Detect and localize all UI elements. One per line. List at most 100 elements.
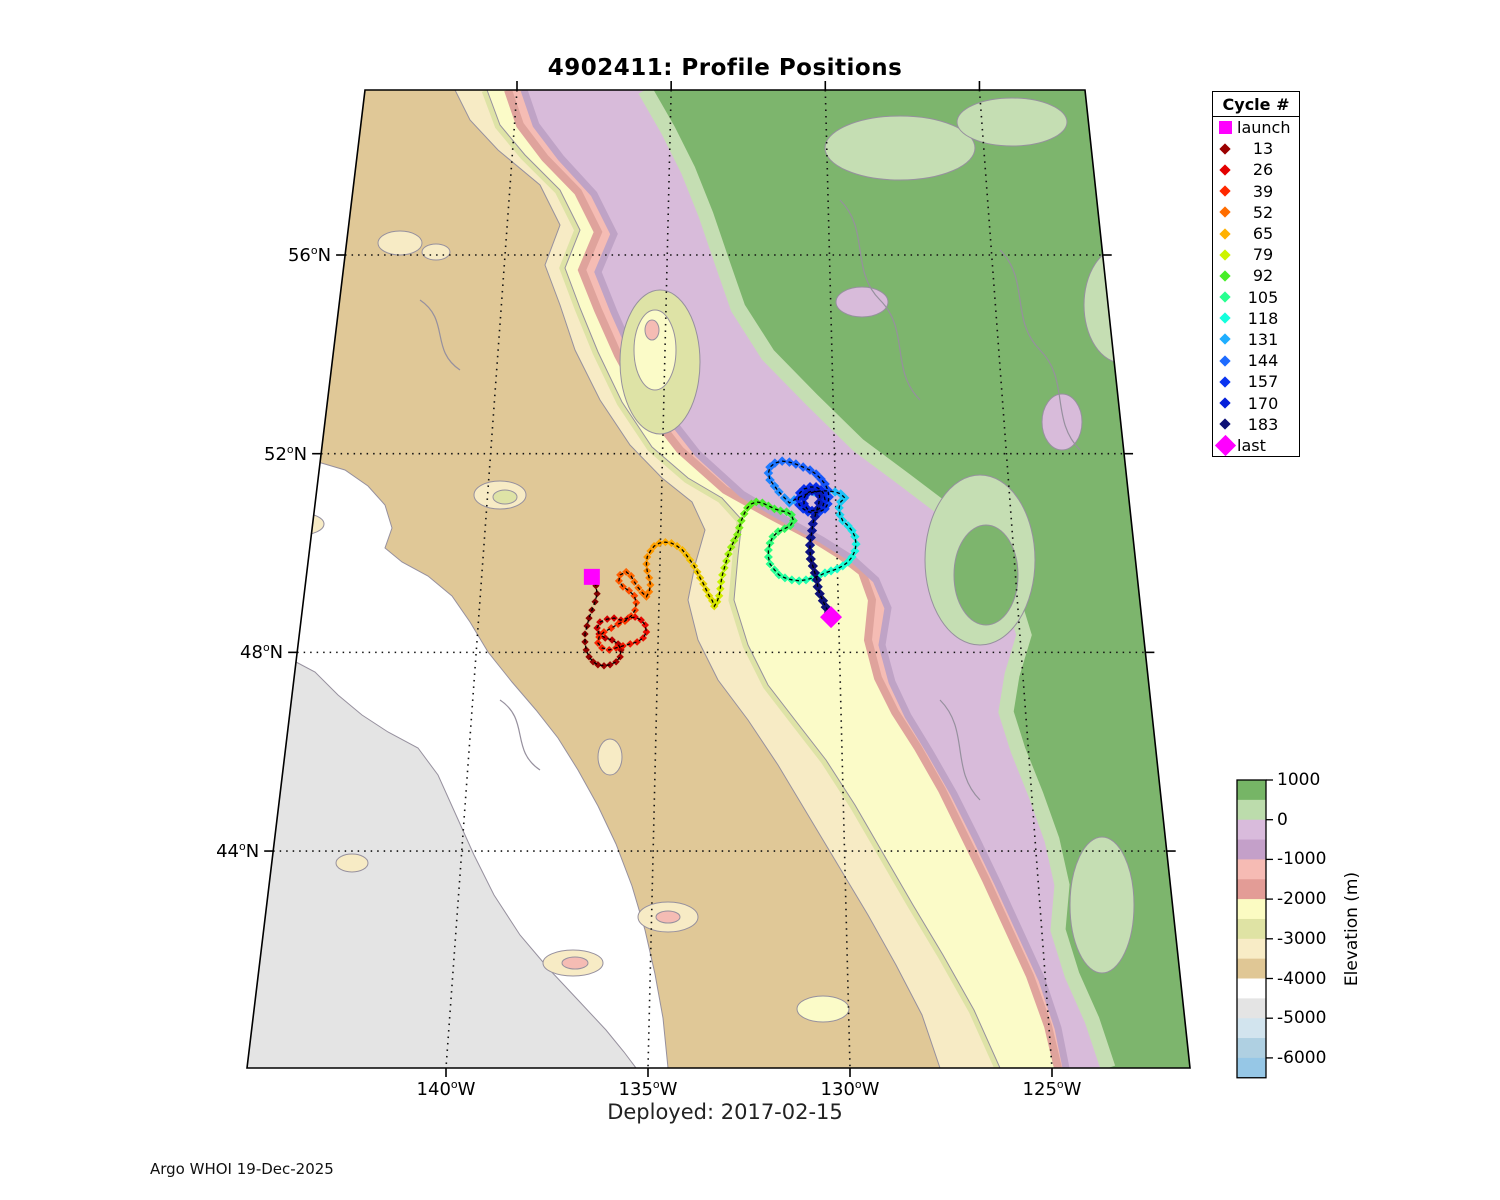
trajectory-line bbox=[584, 460, 857, 667]
profile-marker bbox=[757, 498, 767, 508]
legend-entry-183: 183 bbox=[1213, 414, 1299, 435]
profile-marker bbox=[583, 622, 591, 630]
profile-marker bbox=[822, 485, 833, 495]
legend-label: 105 bbox=[1247, 287, 1279, 307]
profile-marker bbox=[763, 545, 773, 555]
profile-marker bbox=[618, 582, 627, 591]
lat-label: 56oN bbox=[287, 244, 332, 266]
legend-rows: launch 13 26 39 52 65 79 92 105 118 131 144 157 170 18… bbox=[1213, 117, 1299, 457]
legend-label: 13 bbox=[1252, 139, 1274, 159]
legend-label: 131 bbox=[1247, 329, 1279, 349]
lon-label: 140oW bbox=[416, 1078, 476, 1100]
patch bbox=[956, 97, 1068, 147]
legend-label: last bbox=[1237, 435, 1266, 455]
profile-marker bbox=[847, 552, 857, 562]
lat-label: 52oN bbox=[264, 442, 308, 465]
legend-entry-144: 144 bbox=[1213, 350, 1299, 371]
patch bbox=[1083, 246, 1161, 364]
legend-entry-79: 79 bbox=[1213, 244, 1299, 265]
colorbar-tick-label: -6000 bbox=[1277, 1047, 1327, 1068]
diamond-icon bbox=[1213, 397, 1237, 409]
legend-entry-last: last bbox=[1213, 434, 1299, 457]
profile-marker bbox=[804, 539, 816, 551]
profile-marker bbox=[735, 523, 744, 533]
colorbar-tick-label: -2000 bbox=[1277, 889, 1327, 910]
diamond-icon bbox=[1213, 312, 1237, 324]
last-marker bbox=[820, 606, 843, 629]
legend-label: launch bbox=[1237, 118, 1291, 138]
lat-label: 48oN bbox=[240, 641, 284, 664]
diamond-icon bbox=[1213, 164, 1237, 176]
colorbar-tick-label: -5000 bbox=[1277, 1008, 1327, 1029]
profile-marker bbox=[714, 591, 724, 600]
profile-marker bbox=[641, 621, 650, 629]
profile-marker bbox=[645, 587, 654, 596]
meridian-line bbox=[978, 90, 1053, 1068]
page-title: 4902411: Profile Positions bbox=[547, 55, 903, 81]
colorbar-title: Elevation (m) bbox=[1342, 871, 1362, 987]
legend-entry-52: 52 bbox=[1213, 202, 1299, 223]
legend-entry-118: 118 bbox=[1213, 308, 1299, 329]
colorbar-segment bbox=[1237, 879, 1266, 900]
square-icon bbox=[1213, 121, 1237, 135]
profile-marker bbox=[850, 532, 860, 542]
profile-marker bbox=[801, 575, 811, 585]
diamond-icon bbox=[1213, 206, 1237, 219]
profile-marker bbox=[806, 525, 818, 536]
patch bbox=[335, 853, 369, 873]
legend-label: 157 bbox=[1247, 372, 1279, 392]
patch bbox=[1069, 836, 1135, 974]
legend-entry-92: 92 bbox=[1213, 265, 1299, 286]
legend-label: 170 bbox=[1247, 393, 1279, 413]
diamond-icon bbox=[1213, 354, 1237, 367]
profile-marker bbox=[632, 598, 641, 607]
patch bbox=[824, 115, 976, 181]
map-area bbox=[247, 90, 1190, 1068]
patch bbox=[796, 995, 850, 1023]
profile-marker bbox=[765, 538, 775, 548]
patch bbox=[561, 956, 589, 970]
cycle-legend: Cycle # launch 13 26 39 52 65 79 92 105 118 131 144… bbox=[1212, 91, 1300, 457]
legend-entry-170: 170 bbox=[1213, 392, 1299, 413]
diamond-icon bbox=[1213, 143, 1237, 155]
colorbar-segment bbox=[1237, 998, 1266, 1019]
profile-marker bbox=[794, 576, 804, 586]
colorbar-segment bbox=[1237, 1018, 1266, 1039]
legend-entry-13: 13 bbox=[1213, 138, 1299, 159]
profile-marker bbox=[631, 613, 639, 621]
legend-label: 144 bbox=[1247, 351, 1279, 371]
colorbar-tick-label: 0 bbox=[1277, 809, 1288, 830]
profile-marker bbox=[832, 564, 842, 574]
patch bbox=[421, 243, 451, 261]
diamond-icon bbox=[1213, 333, 1237, 346]
float-trajectory bbox=[581, 456, 861, 670]
diamond-icon bbox=[1213, 270, 1237, 282]
legend-label: 79 bbox=[1252, 245, 1274, 265]
legend-entry-105: 105 bbox=[1213, 287, 1299, 308]
profile-marker bbox=[594, 661, 602, 669]
contour-squiggle bbox=[999, 249, 1081, 451]
profile-marker bbox=[729, 536, 739, 545]
profile-marker bbox=[807, 518, 818, 529]
colorbar-segment bbox=[1237, 839, 1266, 860]
profile-marker bbox=[716, 584, 725, 594]
profile-marker bbox=[633, 638, 641, 646]
colorbar-segment bbox=[1237, 819, 1266, 841]
legend-label: 26 bbox=[1252, 160, 1274, 180]
patch bbox=[953, 524, 1019, 626]
profile-marker bbox=[764, 501, 773, 511]
colorbar-tick-label: -3000 bbox=[1277, 928, 1327, 949]
colorbar-segment bbox=[1237, 899, 1266, 920]
profile-marker bbox=[830, 487, 840, 497]
diamond-icon bbox=[1213, 249, 1237, 261]
profile-marker bbox=[780, 524, 789, 534]
meridian-line bbox=[824, 90, 851, 1068]
profile-marker bbox=[732, 530, 742, 539]
profile-marker bbox=[726, 542, 736, 552]
patch bbox=[377, 230, 423, 256]
colorbar-segment bbox=[1237, 1057, 1266, 1079]
legend-label: 118 bbox=[1247, 308, 1279, 328]
legend-label: 52 bbox=[1252, 202, 1274, 222]
patch bbox=[644, 319, 660, 341]
profile-marker bbox=[646, 580, 655, 589]
